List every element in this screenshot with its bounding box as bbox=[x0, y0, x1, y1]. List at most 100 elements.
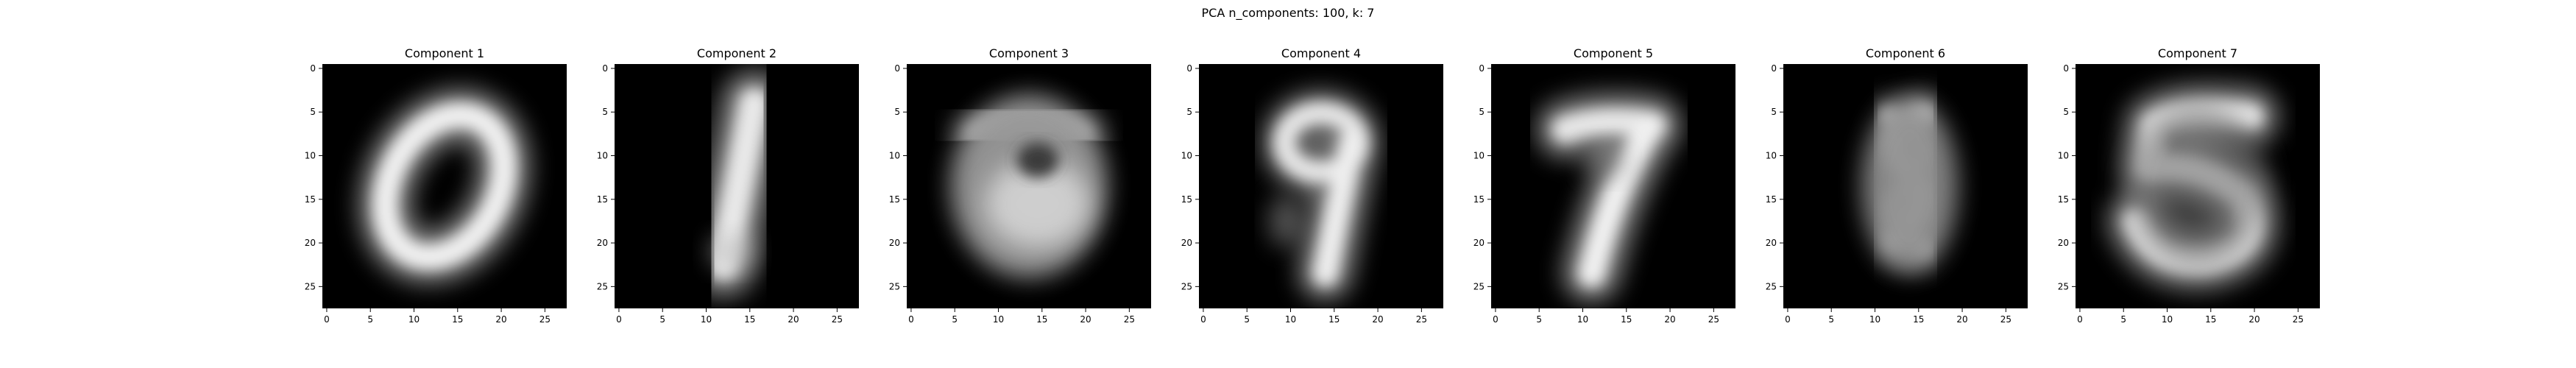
y-tick-label: 5 bbox=[1186, 107, 1192, 117]
y-tick-label: 25 bbox=[305, 281, 316, 291]
x-tick-label: 25 bbox=[1708, 314, 1719, 325]
x-tick-label: 0 bbox=[1785, 314, 1791, 325]
y-tick-label: 15 bbox=[1473, 194, 1485, 205]
x-tick-label: 15 bbox=[1621, 314, 1632, 325]
y-tick-label: 10 bbox=[597, 151, 608, 161]
y-tick-label: 25 bbox=[1766, 281, 1777, 291]
y-tick-label: 10 bbox=[2058, 151, 2069, 161]
x-tick-label: 15 bbox=[2205, 314, 2216, 325]
x-tick-label: 25 bbox=[2000, 314, 2011, 325]
x-tick-label: 25 bbox=[832, 314, 843, 325]
y-tick-label: 10 bbox=[1766, 151, 1777, 161]
x-tick-label: 15 bbox=[1036, 314, 1047, 325]
x-tick-label: 10 bbox=[408, 314, 420, 325]
y-tick-label: 5 bbox=[2063, 107, 2069, 117]
y-tick-label: 0 bbox=[894, 63, 900, 74]
x-tick-label: 5 bbox=[2120, 314, 2126, 325]
y-tick-label: 10 bbox=[305, 151, 316, 161]
x-tick-label: 15 bbox=[1913, 314, 1924, 325]
x-tick-label: 5 bbox=[1828, 314, 1834, 325]
component-panel: Component 7 0 5 10 15 20 25 0 5 10 15 20 25 bbox=[2058, 46, 2320, 325]
x-tick-label: 5 bbox=[1244, 314, 1250, 325]
x-tick-label: 20 bbox=[1956, 314, 1967, 325]
y-tick-label: 15 bbox=[1766, 194, 1777, 205]
x-tick-label: 0 bbox=[1493, 314, 1498, 325]
panel-title: Component 4 bbox=[1281, 46, 1361, 60]
y-tick-label: 10 bbox=[1473, 151, 1485, 161]
y-tick-label: 0 bbox=[2063, 63, 2069, 74]
y-tick-label: 10 bbox=[889, 151, 900, 161]
y-tick-label: 15 bbox=[2058, 194, 2069, 205]
x-tick-label: 0 bbox=[324, 314, 330, 325]
x-tick-label: 25 bbox=[539, 314, 551, 325]
component-panel: Component 3 0 5 10 15 20 25 0 5 10 15 20 25 bbox=[889, 46, 1151, 325]
y-tick-label: 15 bbox=[305, 194, 316, 205]
y-tick-label: 0 bbox=[1186, 63, 1192, 74]
y-tick-label: 5 bbox=[1771, 107, 1777, 117]
x-tick-label: 0 bbox=[908, 314, 914, 325]
x-tick-label: 25 bbox=[1416, 314, 1427, 325]
x-tick-label: 0 bbox=[2077, 314, 2083, 325]
y-tick-label: 5 bbox=[602, 107, 608, 117]
x-tick-label: 15 bbox=[452, 314, 463, 325]
component-panel: Component 5 0 5 10 15 20 25 0 5 10 15 20 25 bbox=[1473, 46, 1735, 325]
x-tick-label: 5 bbox=[952, 314, 958, 325]
component-image bbox=[690, 71, 788, 298]
x-tick-label: 5 bbox=[1536, 314, 1542, 325]
x-tick-label: 20 bbox=[2248, 314, 2260, 325]
y-tick-label: 25 bbox=[597, 281, 608, 291]
x-tick-label: 15 bbox=[1328, 314, 1340, 325]
y-tick-label: 20 bbox=[305, 238, 316, 248]
y-tick-label: 20 bbox=[2058, 238, 2069, 248]
panel-title: Component 5 bbox=[1574, 46, 1653, 60]
component-panel: Component 4 0 5 10 15 20 25 0 5 10 15 20 25 bbox=[1181, 46, 1443, 325]
y-tick-label: 20 bbox=[889, 238, 900, 248]
panel-title: Component 1 bbox=[405, 46, 484, 60]
x-tick-label: 10 bbox=[701, 314, 712, 325]
x-tick-label: 20 bbox=[495, 314, 506, 325]
x-tick-label: 20 bbox=[1080, 314, 1091, 325]
x-tick-label: 20 bbox=[1664, 314, 1675, 325]
y-tick-label: 5 bbox=[894, 107, 900, 117]
x-tick-label: 0 bbox=[1200, 314, 1206, 325]
panel-title: Component 7 bbox=[2158, 46, 2237, 60]
y-tick-label: 5 bbox=[310, 107, 316, 117]
component-image bbox=[1536, 93, 1682, 302]
x-tick-label: 20 bbox=[788, 314, 799, 325]
y-tick-label: 25 bbox=[1181, 281, 1192, 291]
component-panel: Component 2 0 5 10 15 20 25 0 5 10 15 20 25 bbox=[597, 46, 859, 325]
y-tick-label: 15 bbox=[889, 194, 900, 205]
component-image bbox=[358, 89, 531, 283]
x-tick-label: 10 bbox=[1869, 314, 1880, 325]
y-tick-label: 20 bbox=[1766, 238, 1777, 248]
component-panel: Component 1 0 5 10 15 20 25 0 5 10 15 20 25 bbox=[305, 46, 567, 325]
y-tick-label: 5 bbox=[1479, 107, 1485, 117]
x-tick-label: 10 bbox=[1577, 314, 1588, 325]
component-image bbox=[1861, 91, 1958, 274]
y-tick-label: 20 bbox=[1181, 238, 1192, 248]
y-tick-label: 0 bbox=[310, 63, 316, 74]
y-tick-label: 25 bbox=[2058, 281, 2069, 291]
panel-title: Component 6 bbox=[1866, 46, 1945, 60]
x-tick-label: 10 bbox=[2162, 314, 2173, 325]
panel-title: Component 3 bbox=[989, 46, 1069, 60]
y-tick-label: 25 bbox=[1473, 281, 1485, 291]
x-tick-label: 10 bbox=[1285, 314, 1296, 325]
x-tick-label: 0 bbox=[616, 314, 622, 325]
y-tick-label: 0 bbox=[1771, 63, 1777, 74]
x-tick-label: 25 bbox=[2293, 314, 2304, 325]
x-tick-label: 5 bbox=[367, 314, 373, 325]
x-tick-label: 25 bbox=[1124, 314, 1135, 325]
x-tick-label: 20 bbox=[1372, 314, 1383, 325]
y-tick-label: 15 bbox=[1181, 194, 1192, 205]
component-image bbox=[2107, 85, 2279, 290]
figure-title: PCA n_components: 100, k: 7 bbox=[1201, 6, 1375, 20]
x-tick-label: 10 bbox=[993, 314, 1004, 325]
component-image bbox=[950, 91, 1108, 278]
component-image bbox=[1262, 91, 1380, 301]
y-tick-label: 20 bbox=[1473, 238, 1485, 248]
y-tick-label: 15 bbox=[597, 194, 608, 205]
component-panel: Component 6 0 5 10 15 20 25 0 5 10 15 20 25 bbox=[1766, 46, 2028, 325]
y-tick-label: 10 bbox=[1181, 151, 1192, 161]
